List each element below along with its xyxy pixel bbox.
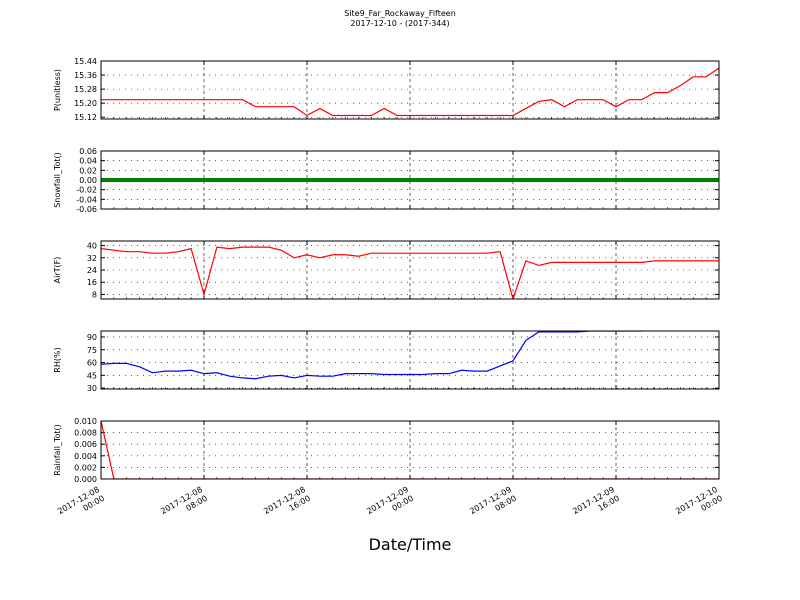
plot-frame [100,240,720,300]
y-tick-label: 0.06 [79,147,97,156]
y-axis-label: Rainfall_Tot() [53,424,62,476]
y-tick-label: 0.002 [74,463,97,472]
y-axis-label: Snowfall_Tot() [53,152,62,208]
y-tick-label: 24 [87,266,97,275]
y-tick-label: 15.12 [74,113,97,122]
y-tick-label: 0.02 [79,166,97,175]
y-tick-label: 8 [92,290,97,299]
plot-area [101,67,719,117]
y-tick-label: 16 [87,278,97,287]
plot-area [101,246,719,299]
plot-frame [100,60,720,120]
y-tick-label: 60 [87,359,97,368]
y-tick-label: 0.008 [74,429,97,438]
y-tick-label: 45 [87,371,97,380]
y-tick-label: 0.004 [74,452,97,461]
y-tick-label: 32 [87,254,97,263]
data-line [101,67,719,117]
y-tick-label: -0.04 [76,195,97,204]
data-line [101,246,719,299]
y-tick-label: 0.010 [74,417,97,426]
data-line [101,331,642,380]
plot-frame [100,420,720,480]
plot-frame [100,330,720,390]
y-axis-label: AirT(F) [53,257,62,284]
y-tick-label: 0.006 [74,440,97,449]
y-tick-label: 90 [87,333,97,342]
x-axis-label: Date/Time [369,535,452,554]
plot-area [101,331,642,380]
y-tick-label: 15.44 [74,57,97,66]
y-axis-label: RH(%) [53,347,62,372]
y-tick-label: 15.36 [74,71,97,80]
y-tick-label: 15.28 [74,85,97,94]
y-axis-label: P(unitless) [53,69,62,111]
y-tick-label: 0.000 [74,475,97,484]
y-tick-label: 40 [87,242,97,251]
y-tick-label: 15.20 [74,99,97,108]
y-tick-label: -0.06 [76,205,97,214]
y-tick-label: 30 [87,384,97,393]
chart-subtitle: 2017-12-10 - (2017-344) [350,19,449,28]
chart-title: Site9_Far_Rockaway_Fifteen [344,9,456,18]
plot-frame [100,150,720,210]
y-tick-label: 0.04 [79,157,97,166]
y-tick-label: -0.02 [76,186,97,195]
y-tick-label: 75 [87,346,97,355]
y-tick-label: 0.00 [79,176,97,185]
